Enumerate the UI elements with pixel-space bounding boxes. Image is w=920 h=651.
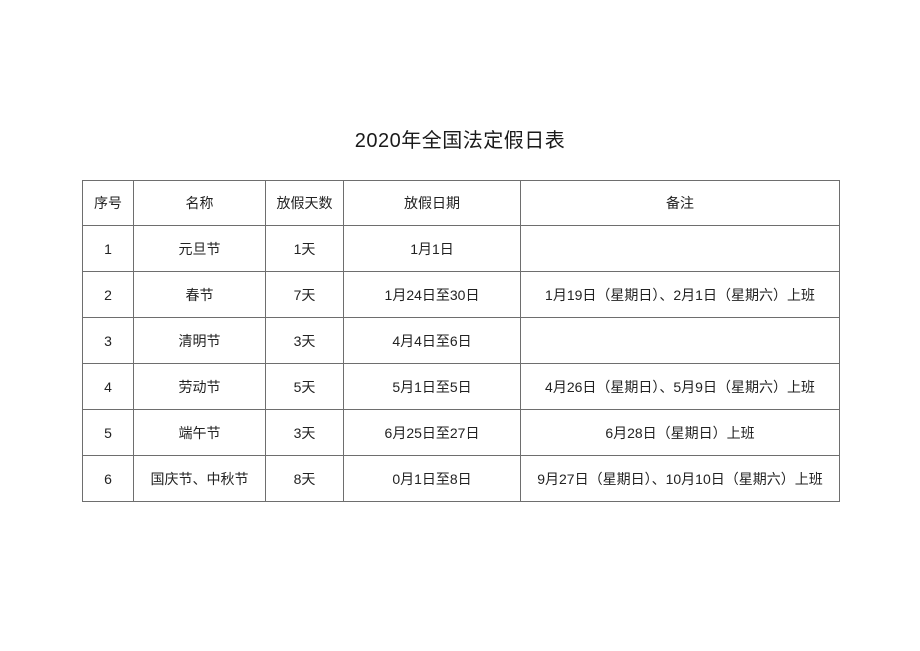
- cell-name: 端午节: [133, 409, 266, 456]
- cell-remark: 4月26日（星期日）、5月9日（星期六）上班: [520, 363, 840, 410]
- cell-dates: 5月1日至5日: [343, 363, 521, 410]
- cell-dates: 0月1日至8日: [343, 455, 521, 502]
- cell-days: 8天: [265, 455, 344, 502]
- column-header-days: 放假天数: [265, 180, 344, 226]
- cell-remark: 6月28日（星期日）上班: [520, 409, 840, 456]
- cell-index: 3: [82, 317, 134, 364]
- holiday-table: 序号 名称 放假天数 放假日期 备注 1 元旦节 1天 1月1日 2 春节 7天…: [82, 180, 840, 502]
- column-header-index: 序号: [82, 180, 134, 226]
- table-row: 1 元旦节 1天 1月1日: [82, 225, 840, 272]
- table-row: 2 春节 7天 1月24日至30日 1月19日（星期日）、2月1日（星期六）上班: [82, 271, 840, 318]
- cell-index: 5: [82, 409, 134, 456]
- cell-index: 4: [82, 363, 134, 410]
- cell-name: 清明节: [133, 317, 266, 364]
- header-row: 序号 名称 放假天数 放假日期 备注: [82, 180, 840, 226]
- cell-name: 劳动节: [133, 363, 266, 410]
- column-header-dates: 放假日期: [343, 180, 521, 226]
- cell-dates: 4月4日至6日: [343, 317, 521, 364]
- cell-name: 元旦节: [133, 225, 266, 272]
- cell-days: 3天: [265, 317, 344, 364]
- cell-remark: [520, 225, 840, 272]
- cell-index: 1: [82, 225, 134, 272]
- column-header-remark: 备注: [520, 180, 840, 226]
- cell-dates: 1月24日至30日: [343, 271, 521, 318]
- cell-dates: 6月25日至27日: [343, 409, 521, 456]
- column-header-name: 名称: [133, 180, 266, 226]
- table-row: 5 端午节 3天 6月25日至27日 6月28日（星期日）上班: [82, 409, 840, 456]
- cell-name: 国庆节、中秋节: [133, 455, 266, 502]
- cell-index: 2: [82, 271, 134, 318]
- cell-days: 3天: [265, 409, 344, 456]
- table-row: 4 劳动节 5天 5月1日至5日 4月26日（星期日）、5月9日（星期六）上班: [82, 363, 840, 410]
- document-title: 2020年全国法定假日表: [354, 130, 566, 152]
- cell-days: 5天: [265, 363, 344, 410]
- cell-dates: 1月1日: [343, 225, 521, 272]
- cell-days: 7天: [265, 271, 344, 318]
- table-row: 6 国庆节、中秋节 8天 0月1日至8日 9月27日（星期日）、10月10日（星…: [82, 455, 840, 502]
- cell-days: 1天: [265, 225, 344, 272]
- cell-index: 6: [82, 455, 134, 502]
- cell-remark: [520, 317, 840, 364]
- cell-name: 春节: [133, 271, 266, 318]
- cell-remark: 9月27日（星期日）、10月10日（星期六）上班: [520, 455, 840, 502]
- cell-remark: 1月19日（星期日）、2月1日（星期六）上班: [520, 271, 840, 318]
- table-row: 3 清明节 3天 4月4日至6日: [82, 317, 840, 364]
